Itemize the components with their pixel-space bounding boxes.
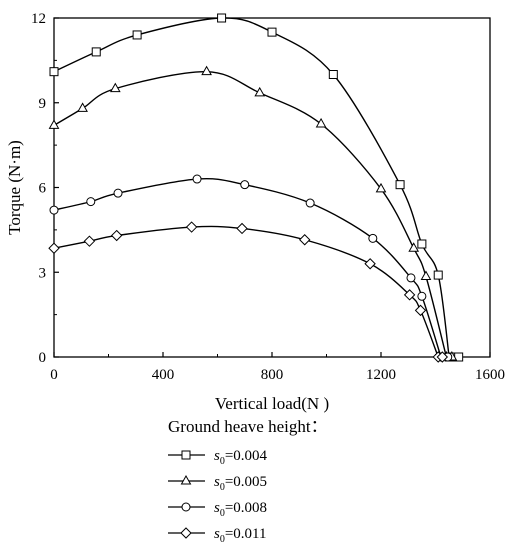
data-point: [433, 270, 443, 280]
x-tick-label: 1200: [366, 367, 396, 383]
y-axis-title: Torque (N·m): [5, 140, 24, 235]
x-axis-title: Vertical load(N ): [215, 394, 329, 413]
data-point: [48, 242, 60, 254]
legend-item: s0=0.011: [168, 526, 267, 545]
legend-label: s0=0.011: [214, 526, 267, 545]
data-point: [113, 188, 123, 198]
legend-item: s0=0.005: [168, 474, 267, 493]
series-triangle: [48, 65, 458, 361]
legend-label: s0=0.004: [214, 448, 268, 467]
data-point: [305, 198, 315, 208]
data-point: [436, 351, 449, 363]
data-point: [48, 119, 60, 129]
x-tick-label: 800: [261, 367, 284, 383]
data-point: [406, 273, 416, 283]
x-tick-label: 1600: [475, 367, 505, 383]
data-point: [267, 27, 277, 37]
legend-item: s0=0.004: [168, 448, 268, 467]
data-point: [328, 70, 338, 79]
data-point: [217, 13, 227, 23]
y-tick-label: 9: [39, 96, 47, 112]
y-tick-label: 3: [39, 265, 47, 281]
y-tick-label: 0: [39, 350, 47, 366]
data-point: [49, 67, 59, 77]
data-point: [236, 222, 248, 235]
legend-marker: [181, 450, 191, 460]
data-point: [315, 117, 327, 128]
data-point: [298, 234, 311, 246]
data-point: [254, 86, 266, 97]
data-point: [201, 65, 212, 76]
data-point: [77, 102, 88, 112]
data-point: [364, 258, 376, 270]
y-tick-label: 6: [39, 181, 47, 197]
data-point: [240, 180, 250, 190]
axis-labels: Vertical load(N ) Torque (N·m): [5, 140, 329, 413]
data-point: [192, 174, 202, 184]
legend-marker: [181, 502, 191, 512]
series-curve: [54, 17, 450, 357]
series-curve: [54, 70, 448, 357]
legend-label: s0=0.005: [214, 474, 267, 493]
data-point: [49, 205, 59, 215]
axes: 0 400 800 1200 1600 0 3 6 9 12: [31, 11, 505, 383]
data-marks: [48, 13, 464, 363]
data-point: [417, 239, 427, 249]
series-curve: [54, 177, 442, 357]
data-point: [132, 30, 142, 40]
series-curve: [54, 225, 439, 357]
data-point: [86, 197, 96, 207]
data-point: [414, 304, 427, 317]
legend-item: s0=0.008: [168, 500, 267, 519]
legend-marker: [180, 474, 192, 485]
data-point: [403, 289, 416, 301]
data-point: [110, 229, 123, 242]
data-point: [417, 291, 427, 301]
data-point: [109, 82, 121, 93]
data-point: [91, 47, 101, 57]
legend-marker: [180, 527, 192, 539]
data-point: [408, 242, 420, 252]
x-tick-label: 0: [50, 367, 58, 383]
data-point: [368, 233, 378, 243]
legend: Ground heave height： s0=0.004 s0=0.005 s0=…: [168, 417, 328, 545]
data-point: [185, 221, 198, 233]
legend-label: s0=0.008: [214, 500, 267, 519]
data-point: [395, 180, 405, 190]
legend-title: Ground heave height：: [168, 417, 328, 436]
data-point: [375, 182, 387, 193]
y-tick-label: 12: [31, 11, 46, 27]
data-point: [83, 235, 96, 247]
series-diamond: [48, 221, 449, 363]
x-tick-label: 400: [152, 367, 175, 383]
series-circle: [49, 174, 453, 362]
data-point: [420, 270, 432, 280]
